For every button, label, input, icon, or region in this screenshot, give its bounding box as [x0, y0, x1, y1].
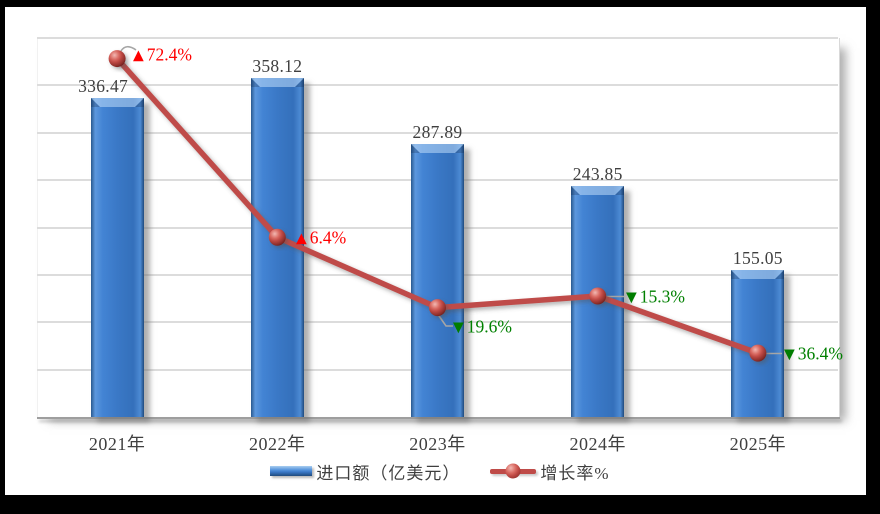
x-axis-label-2024年: 2024年 — [569, 434, 626, 454]
growth-label-2022年: ▲ 6.4% — [296, 228, 346, 249]
triangle-down-icon: ▼ — [453, 319, 464, 335]
legend-label-growth: 增长率% — [540, 463, 610, 483]
bar-2024年 — [571, 185, 625, 417]
bar-2021年 — [90, 98, 144, 417]
triangle-down-icon: ▼ — [626, 289, 637, 305]
bar-value-label-2021年: 336.47 — [78, 76, 129, 97]
growth-label-2024年: ▼ 15.3% — [626, 287, 685, 308]
gridline-350 — [37, 84, 838, 87]
bar-value-label-2023年: 287.89 — [412, 122, 463, 143]
growth-label-2023年: ▼ 19.6% — [453, 317, 512, 338]
x-axis-label-2021年: 2021年 — [88, 434, 146, 454]
line-series-swatch-icon — [490, 463, 537, 479]
triangle-down-icon: ▼ — [784, 346, 795, 362]
growth-value: 36.4% — [797, 343, 843, 364]
bar-value-label-2024年: 243.85 — [572, 163, 623, 184]
growth-value: 15.3% — [639, 286, 685, 307]
growth-value: 72.4% — [146, 44, 192, 65]
x-axis-line — [37, 417, 840, 419]
triangle-up-icon: ▲ — [296, 230, 307, 246]
growth-value: 19.6% — [466, 316, 512, 337]
legend-item-growth: 增长率% — [490, 459, 609, 484]
x-axis-label-2025年: 2025年 — [729, 434, 787, 454]
growth-label-2025年: ▼ 36.4% — [784, 344, 843, 365]
legend-item-imports: 进口额（亿美元） — [270, 459, 460, 484]
bar-value-label-2022年: 358.12 — [252, 55, 303, 76]
growth-label-2021年: ▲ 72.4% — [133, 45, 192, 66]
legend-label-imports: 进口额（亿美元） — [316, 463, 461, 483]
marker-sphere-icon — [505, 463, 521, 479]
x-axis-label-2023年: 2023年 — [409, 434, 466, 454]
legend: 进口额（亿美元） 增长率% — [0, 458, 880, 484]
bar-2023年 — [411, 144, 464, 417]
bar-series-swatch-icon — [270, 466, 313, 476]
triangle-up-icon: ▲ — [133, 47, 144, 63]
gridline-400 — [37, 37, 838, 39]
growth-value: 6.4% — [309, 227, 347, 248]
bar-2025年 — [731, 270, 785, 417]
bar-value-label-2025年: 155.05 — [732, 248, 783, 269]
x-axis-label-2022年: 2022年 — [249, 434, 306, 454]
